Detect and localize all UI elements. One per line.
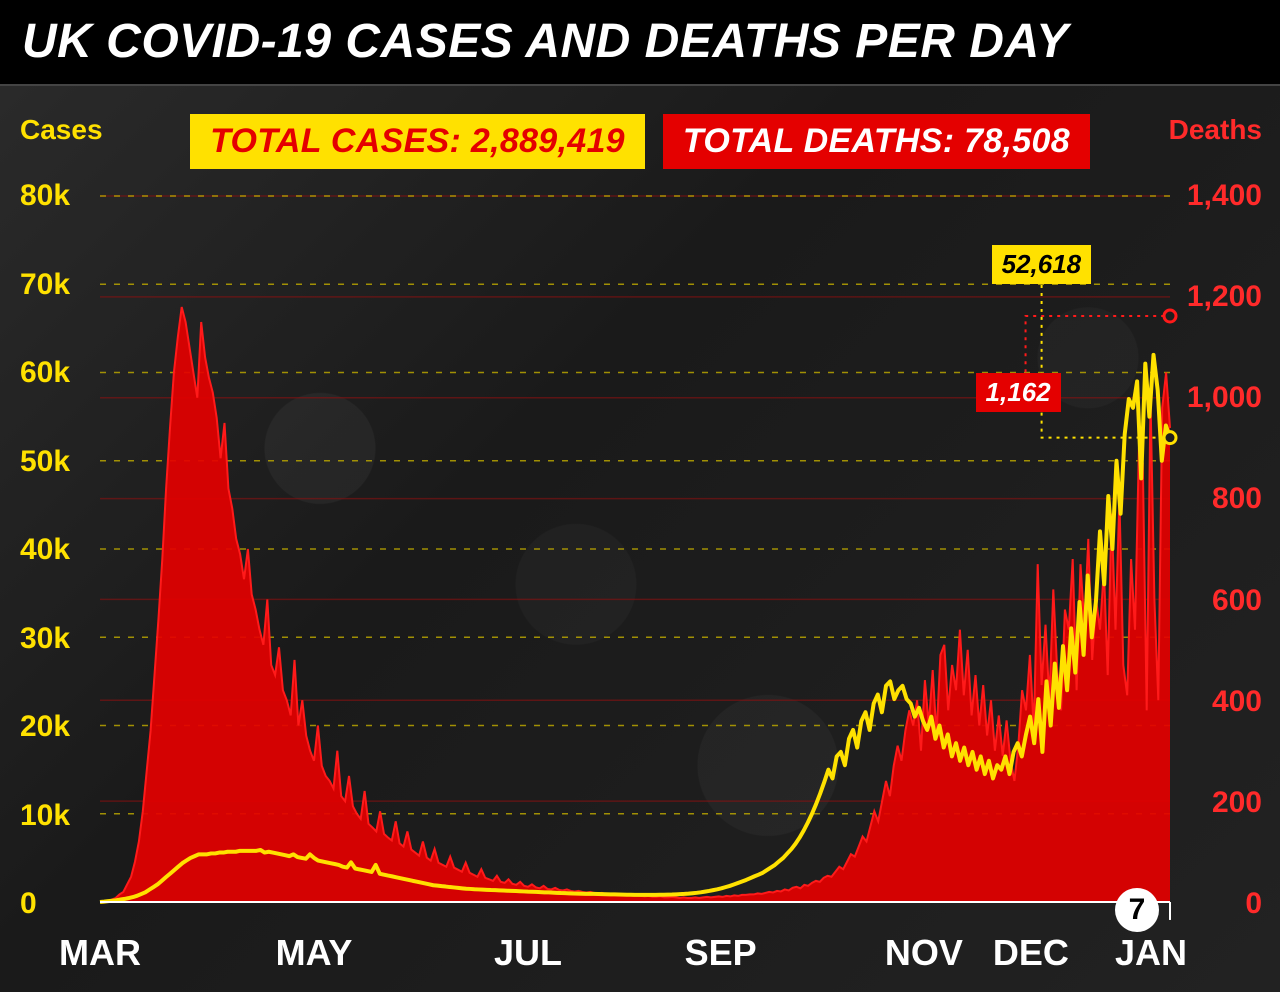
y-right-tick: 1,400 (1187, 179, 1262, 213)
chart-area: Cases Deaths TOTAL CASES: 2,889,419 TOTA… (0, 84, 1280, 992)
y-right-tick: 800 (1212, 482, 1262, 516)
y-left-tick: 20k (20, 710, 70, 744)
callout-cases: 52,618 (992, 245, 1092, 284)
x-tick: NOV (885, 932, 963, 974)
date-day-badge: 7 (1115, 888, 1159, 932)
y-left-tick: 30k (20, 622, 70, 656)
y-left-tick: 40k (20, 533, 70, 567)
y-left-tick: 50k (20, 445, 70, 479)
x-tick: SEP (685, 932, 757, 974)
x-tick: MAY (276, 932, 353, 974)
y-right-tick: 0 (1245, 887, 1262, 921)
y-right-tick: 400 (1212, 685, 1262, 719)
y-right-tick: 200 (1212, 786, 1262, 820)
total-deaths-banner: TOTAL DEATHS: 78,508 (663, 114, 1090, 169)
y-right-tick: 600 (1212, 584, 1262, 618)
plot-svg (100, 196, 1170, 902)
y-left-tick: 0 (20, 887, 37, 921)
y-left-tick: 70k (20, 268, 70, 302)
y-right-tick: 1,000 (1187, 381, 1262, 415)
x-tick: MAR (59, 932, 141, 974)
x-tick: 7JAN (1115, 887, 1225, 974)
y-right-tick: 1,200 (1187, 280, 1262, 314)
total-cases-banner: TOTAL CASES: 2,889,419 (190, 114, 645, 169)
y-left-tick: 10k (20, 799, 70, 833)
y-left-tick: 60k (20, 356, 70, 390)
banner-row: TOTAL CASES: 2,889,419 TOTAL DEATHS: 78,… (0, 114, 1280, 169)
callout-deaths: 1,162 (976, 373, 1061, 412)
x-tick: JUL (494, 932, 562, 974)
chart-title: UK COVID-19 CASES AND DEATHS PER DAY (0, 0, 1280, 83)
plot-region (100, 196, 1170, 902)
y-left-tick: 80k (20, 179, 70, 213)
x-tick: DEC (993, 932, 1069, 974)
chart-frame: UK COVID-19 CASES AND DEATHS PER DAY Cas… (0, 0, 1280, 992)
